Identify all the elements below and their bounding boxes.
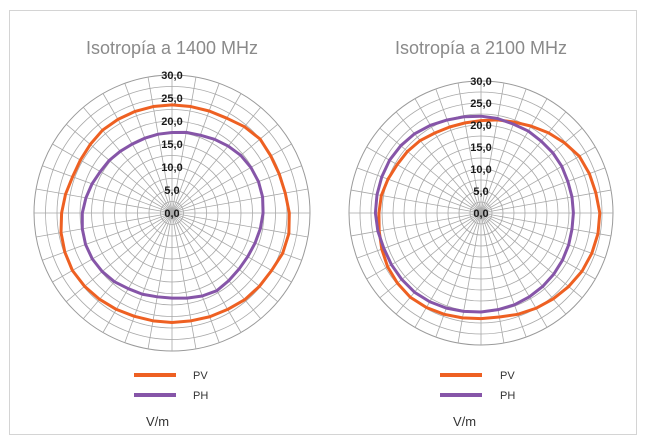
tick-label: 25,0 <box>161 93 182 105</box>
radar-chart-2100: Isotropía a 2100 MHz 0,0 5,0 10,0 15,0 20,0 2… <box>348 38 614 429</box>
radar-chart-1400: Isotropía a 1400 MHz 0,0 5,0 10,0 15,0 20,0 2… <box>33 38 311 429</box>
tick-label: 0,0 <box>473 208 488 220</box>
tick-label: 20,0 <box>161 116 182 128</box>
grid-spoke <box>171 212 242 333</box>
grid-spoke <box>102 93 173 214</box>
tick-label: 15,0 <box>470 142 491 154</box>
tick-label: 20,0 <box>470 120 491 132</box>
grid-spoke <box>52 143 173 214</box>
grid-spoke <box>171 107 262 214</box>
legend-label-pv: PV <box>193 370 208 382</box>
grid-spoke <box>66 123 173 214</box>
radial-tick-labels: 0,0 5,0 10,0 15,0 20,0 25,0 30,0 <box>470 76 491 220</box>
grid-spoke <box>124 212 173 343</box>
grid-spoke <box>366 146 482 214</box>
grid-spoke <box>356 167 482 214</box>
tick-label: 5,0 <box>164 185 179 197</box>
grid-spoke <box>480 212 567 315</box>
grid-spoke <box>480 167 606 214</box>
grid-spoke <box>82 107 173 214</box>
grid-spoke <box>414 98 482 214</box>
unit-label: V/m <box>453 414 476 429</box>
legend-label-ph: PH <box>193 390 208 402</box>
series-line-ph <box>80 130 265 300</box>
grid-spoke <box>350 189 482 214</box>
grid-spoke <box>171 93 242 214</box>
grid-spoke <box>36 212 173 238</box>
grid-spoke <box>171 212 262 319</box>
series-line-pv <box>377 118 602 321</box>
grid-spoke <box>480 82 505 214</box>
grid-spoke <box>480 212 505 344</box>
grid-spoke <box>480 146 596 214</box>
polar-grid <box>33 74 311 352</box>
grid-spoke <box>350 212 482 237</box>
grid-spoke <box>480 98 548 214</box>
grid-spoke <box>457 212 482 344</box>
grid-spoke <box>435 88 482 214</box>
grid-spoke <box>171 77 197 214</box>
unit-label: V/m <box>146 414 169 429</box>
legend-label-ph: PH <box>500 390 515 402</box>
tick-label: 30,0 <box>470 76 491 88</box>
grid-spoke <box>457 82 482 214</box>
grid-spoke <box>124 83 173 214</box>
grid-spoke <box>171 83 220 214</box>
grid-spoke <box>42 165 173 214</box>
grid-spoke <box>480 88 527 214</box>
grid-spoke <box>480 212 527 338</box>
grid-spoke <box>480 189 612 214</box>
grid-spoke <box>147 77 173 214</box>
grid-spoke <box>379 127 482 214</box>
series-lines <box>373 114 602 321</box>
grid-spoke <box>435 212 482 338</box>
grid-spoke <box>102 212 173 333</box>
grid-spoke <box>82 212 173 319</box>
chart-title: Isotropía a 1400 MHz <box>86 38 258 58</box>
grid-spoke <box>480 212 606 259</box>
grid-spoke <box>171 212 197 349</box>
grid-spoke <box>480 111 567 214</box>
tick-label: 5,0 <box>473 186 488 198</box>
chart-title: Isotropía a 2100 MHz <box>395 38 567 58</box>
legend: PV PH <box>440 370 515 402</box>
grid-spoke <box>480 212 583 299</box>
legend: PV PH <box>134 370 208 402</box>
series-line-pv <box>59 103 291 324</box>
grid-spoke <box>395 111 482 214</box>
series-lines <box>59 103 291 324</box>
series-line-ph <box>373 114 575 314</box>
grid-spoke <box>171 212 302 261</box>
grid-spoke <box>147 212 173 349</box>
grid-spoke <box>171 212 308 238</box>
radial-tick-labels: 0,0 5,0 10,0 15,0 20,0 25,0 30,0 <box>161 70 182 220</box>
tick-label: 0,0 <box>164 208 179 220</box>
grid-spoke <box>480 212 612 237</box>
grid-spoke <box>36 188 173 214</box>
tick-label: 15,0 <box>161 139 182 151</box>
grid-spoke <box>171 212 220 343</box>
tick-label: 10,0 <box>470 164 491 176</box>
legend-label-pv: PV <box>500 370 515 382</box>
tick-label: 25,0 <box>470 98 491 110</box>
grid-spoke <box>356 212 482 259</box>
grid-spoke <box>366 212 482 280</box>
tick-label: 10,0 <box>161 162 182 174</box>
tick-label: 30,0 <box>161 70 182 82</box>
grid-spoke <box>480 212 596 280</box>
